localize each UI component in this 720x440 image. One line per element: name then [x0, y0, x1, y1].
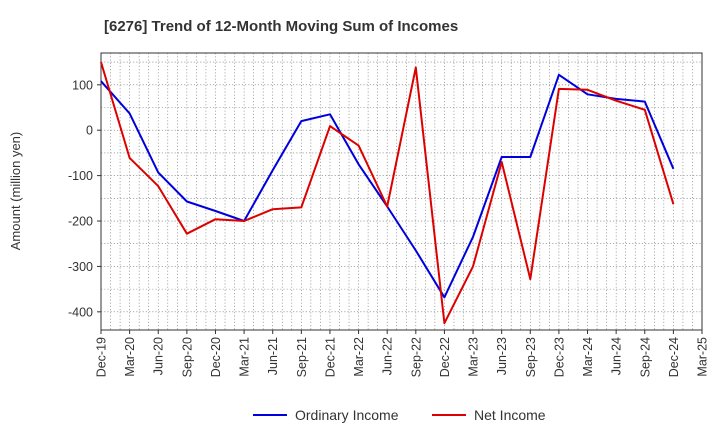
x-tick-label: Mar-21	[238, 337, 252, 377]
x-tick-label: Dec-24	[667, 337, 681, 377]
y-tick-label: -400	[68, 305, 93, 319]
x-tick-label: Jun-21	[266, 337, 280, 375]
x-tick-label: Mar-22	[352, 337, 366, 377]
x-tick-label: Sep-21	[295, 337, 309, 377]
legend: Ordinary Income Net Income	[253, 407, 546, 423]
x-tick-label: Sep-22	[409, 337, 423, 377]
x-tick-label: Dec-19	[95, 337, 109, 377]
x-tick-label: Mar-23	[467, 337, 481, 377]
x-tick-label: Jun-22	[381, 337, 395, 375]
x-tick-label: Jun-24	[610, 337, 624, 375]
y-tick-label: 0	[86, 124, 93, 138]
series-lines	[100, 61, 675, 325]
x-tick-label: Dec-20	[209, 337, 223, 377]
legend-label: Ordinary Income	[295, 407, 399, 423]
legend-label: Net Income	[474, 407, 546, 423]
chart-title: [6276] Trend of 12-Month Moving Sum of I…	[104, 18, 458, 35]
x-tick-label: Mar-25	[696, 337, 710, 377]
x-tick-label: Mar-20	[123, 337, 137, 377]
series-line-net-income	[100, 61, 675, 325]
x-tick-label: Sep-23	[524, 337, 538, 377]
x-tick-label: Sep-24	[638, 337, 652, 377]
x-tick-label: Jun-23	[495, 337, 509, 375]
y-tick-label: -200	[68, 215, 93, 229]
x-tick-label: Mar-24	[581, 337, 595, 377]
x-tick-label: Sep-20	[180, 337, 194, 377]
x-tick-label: Dec-22	[438, 337, 452, 377]
grid-lines	[101, 53, 702, 330]
y-tick-label: 100	[72, 78, 93, 92]
y-axis-label: Amount (million yen)	[8, 132, 23, 251]
y-tick-label: -300	[68, 260, 93, 274]
y-tick-label: -100	[68, 169, 93, 183]
y-axis-ticks: 100 0 -100 -200 -300 -400	[68, 78, 101, 319]
plot-frame	[100, 52, 703, 331]
x-tick-label: Dec-21	[323, 337, 337, 377]
x-tick-label: Jun-20	[152, 337, 166, 375]
x-tick-label: Dec-23	[552, 337, 566, 377]
x-axis-ticks: Dec-19 Mar-20 Jun-20 Sep-20 Dec-20 Mar-21 Jun-…	[95, 330, 710, 377]
